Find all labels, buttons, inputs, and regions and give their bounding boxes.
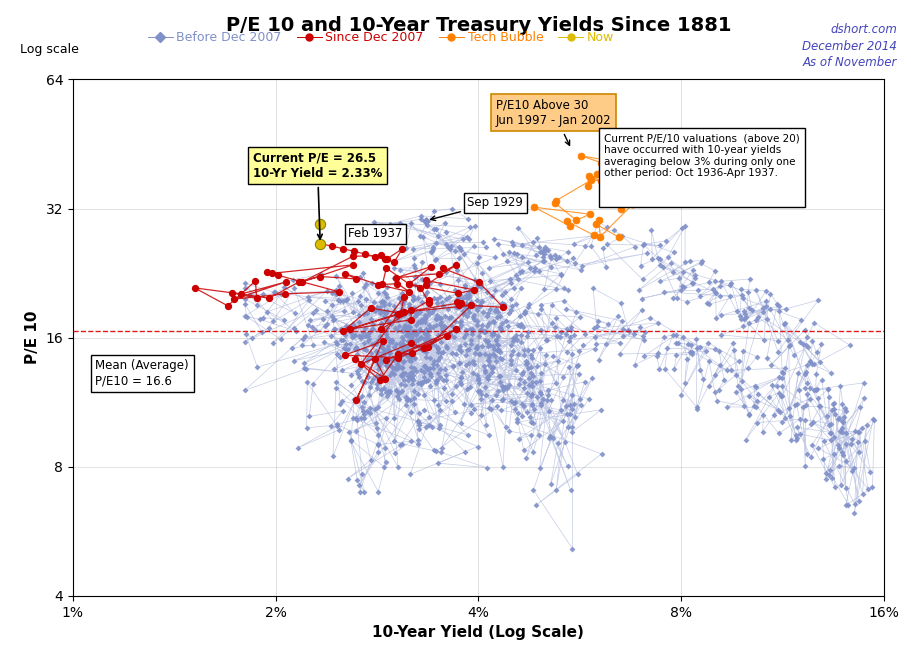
Point [737, 314, 752, 325]
Point [255, 327, 270, 338]
Point [396, 299, 411, 310]
Point [827, 482, 842, 493]
Point [340, 293, 354, 304]
Point [423, 363, 437, 374]
Point [613, 338, 628, 348]
Point [343, 370, 358, 381]
Point [389, 385, 404, 395]
Point [491, 331, 506, 342]
Point [392, 354, 406, 365]
Point [391, 349, 405, 359]
Point [405, 329, 420, 340]
Point [470, 282, 485, 293]
Point [374, 351, 388, 361]
Point [301, 319, 315, 330]
Point [329, 271, 343, 281]
Point [386, 363, 401, 373]
Point [482, 359, 496, 370]
Point [486, 349, 500, 359]
Point [538, 350, 553, 361]
Point [760, 353, 774, 363]
Point [522, 299, 537, 310]
Point [742, 303, 756, 314]
Point [266, 316, 281, 326]
Point [521, 302, 536, 312]
Point [493, 311, 507, 322]
Text: Current P/E/10 valuations  (above 20)
have occurred with 10-year yields
averagin: Current P/E/10 valuations (above 20) hav… [604, 134, 800, 202]
Point [543, 479, 558, 490]
Point [333, 296, 347, 307]
Point [307, 324, 322, 335]
Point [422, 320, 436, 330]
Point [452, 358, 466, 369]
Point [764, 380, 779, 391]
Point [788, 399, 803, 410]
Point [411, 388, 425, 399]
Point [596, 242, 610, 253]
Point [419, 220, 434, 230]
Point [771, 404, 785, 415]
Point [709, 313, 723, 324]
Point [568, 412, 582, 422]
Text: dshort.com: dshort.com [831, 23, 897, 36]
Point [359, 294, 374, 305]
Point [373, 375, 387, 385]
Point [474, 324, 488, 334]
Point [470, 343, 485, 354]
Point [430, 367, 445, 378]
Point [435, 374, 450, 385]
Point [385, 337, 400, 348]
Point [763, 304, 778, 314]
Point [507, 333, 522, 344]
Point [314, 269, 329, 280]
Point [708, 344, 722, 354]
Point [402, 279, 416, 289]
Point [320, 318, 334, 329]
Point [496, 249, 510, 260]
Point [374, 307, 388, 317]
Point [478, 326, 493, 336]
Point [421, 364, 435, 375]
Point [772, 372, 786, 383]
Point [798, 324, 813, 335]
Point [490, 386, 505, 397]
Point [669, 338, 683, 348]
Point [403, 326, 417, 336]
Point [435, 442, 449, 453]
Point [494, 324, 508, 334]
Point [429, 297, 444, 308]
Point [561, 361, 576, 372]
Point [525, 399, 539, 410]
Point [580, 181, 595, 191]
Point [835, 416, 850, 427]
Point [343, 426, 357, 437]
Point [408, 334, 423, 345]
Point [429, 341, 444, 352]
Point [387, 301, 402, 311]
Point [402, 348, 416, 358]
Point [534, 398, 548, 408]
Point [394, 379, 409, 389]
Point [454, 320, 468, 330]
Point [680, 297, 694, 307]
Point [839, 455, 854, 466]
Point [466, 312, 480, 322]
Point [476, 307, 490, 318]
Point [811, 393, 825, 404]
Point [404, 367, 419, 377]
Point [493, 371, 507, 382]
Point [403, 395, 417, 406]
Point [423, 352, 437, 363]
Point [525, 389, 539, 400]
Point [745, 305, 760, 316]
Point [630, 140, 644, 150]
Point [791, 367, 805, 378]
Point [793, 429, 808, 440]
Point [285, 274, 300, 285]
Point [329, 285, 343, 295]
Point [418, 338, 433, 348]
Point [475, 296, 489, 307]
Point [339, 339, 353, 350]
Point [524, 362, 538, 373]
Point [345, 319, 360, 330]
